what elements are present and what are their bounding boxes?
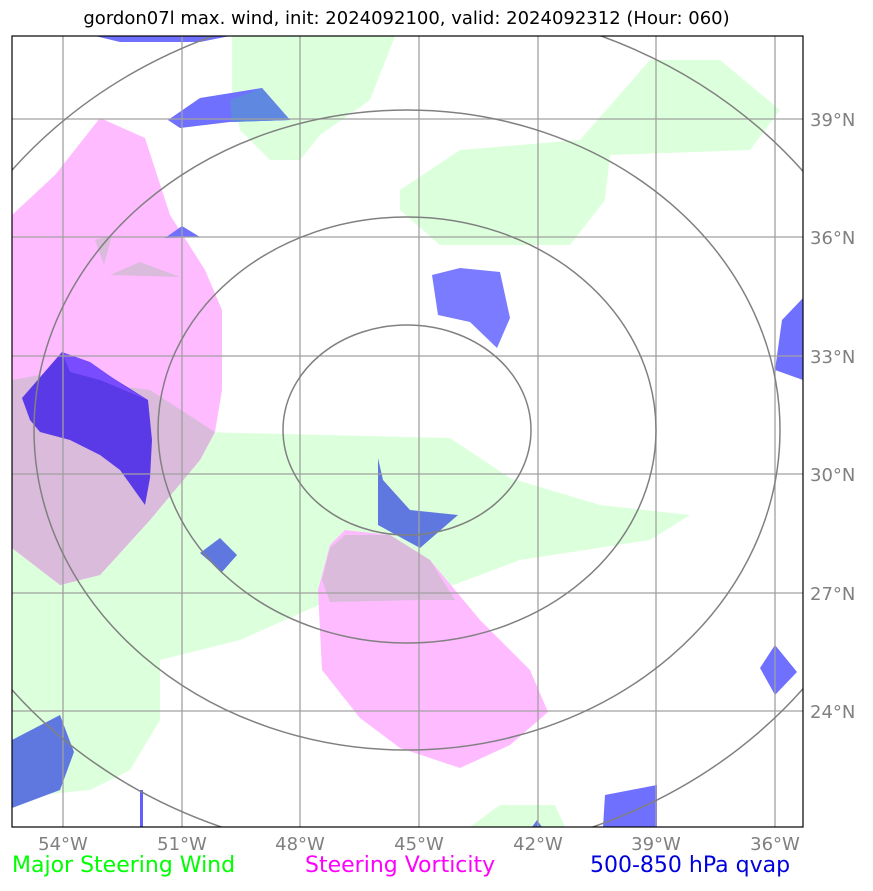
- qvap-region-southwest: [12, 715, 74, 808]
- qvap-region-west-edge: [62, 352, 148, 400]
- range-ring-2: [157, 216, 657, 644]
- qvap-region-east-edge: [775, 298, 803, 380]
- lon-tick-label: 42°W: [513, 834, 563, 855]
- lon-tick-label: 54°W: [38, 834, 88, 855]
- qvap-region-small-west: [200, 538, 237, 572]
- plot-frame: [11, 35, 804, 828]
- lon-tick-label: 39°W: [631, 834, 681, 855]
- wind-region-northeast: [400, 60, 780, 245]
- legend-qvap: 500-850 hPa qvap: [590, 853, 791, 878]
- range-rings: [12, 36, 803, 827]
- lon-tick-label: 36°W: [750, 834, 800, 855]
- legend-steering-wind: Major Steering Wind: [12, 853, 236, 878]
- overlap-patch-small: [110, 262, 180, 277]
- lat-tick-label: 24°N: [810, 702, 855, 723]
- lat-tick-labels: 39°N 36°N 33°N 30°N 27°N 24°N: [810, 110, 855, 723]
- wind-region-north: [232, 36, 395, 160]
- wind-region-south: [470, 805, 565, 827]
- qvap-region-east-diamond: [760, 645, 797, 695]
- qvap-region-top: [95, 36, 230, 42]
- lat-tick-label: 30°N: [810, 465, 855, 486]
- qvap-layer: [12, 36, 803, 827]
- lat-tick-label: 36°N: [810, 228, 855, 249]
- qvap-region-south-sliver: [140, 790, 143, 827]
- overlap-region-south: [322, 535, 455, 602]
- qvap-region-south-dot: [532, 820, 542, 827]
- range-ring-3: [33, 109, 781, 751]
- qvap-region-top-left-overlap: [230, 88, 290, 122]
- range-ring-1: [282, 324, 532, 536]
- lat-tick-label: 27°N: [810, 584, 855, 605]
- qvap-region-center: [378, 458, 458, 548]
- legend-steering-vorticity: Steering Vorticity: [305, 853, 496, 878]
- overlap-patch-tiny: [95, 235, 112, 265]
- qvap-region-center-east: [432, 268, 510, 348]
- lon-tick-label: 48°W: [275, 834, 325, 855]
- qvap-region-south-east: [603, 785, 657, 827]
- lon-tick-label: 51°W: [157, 834, 207, 855]
- lat-tick-label: 39°N: [810, 110, 855, 131]
- gridlines: [12, 36, 803, 827]
- map-title: gordon07l max. wind, init: 2024092100, v…: [83, 8, 730, 29]
- lat-tick-label: 33°N: [810, 347, 855, 368]
- lon-tick-label: 45°W: [394, 834, 444, 855]
- qvap-region-west-large: [22, 352, 152, 505]
- lon-tick-labels: 54°W 51°W 48°W 45°W 42°W 39°W 36°W: [38, 834, 800, 855]
